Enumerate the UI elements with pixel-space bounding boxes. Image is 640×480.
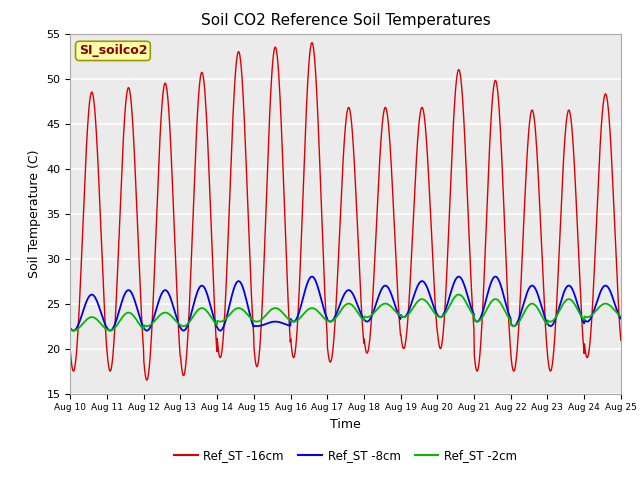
Ref_ST -8cm xyxy=(189,303,197,309)
Ref_ST -8cm xyxy=(67,325,74,331)
Ref_ST -2cm xyxy=(504,313,511,319)
Ref_ST -16cm xyxy=(67,349,74,355)
Ref_ST -16cm xyxy=(143,377,151,383)
Ref_ST -2cm xyxy=(552,314,560,320)
Line: Ref_ST -2cm: Ref_ST -2cm xyxy=(70,295,621,331)
Ref_ST -2cm xyxy=(67,327,74,333)
Legend: Ref_ST -16cm, Ref_ST -8cm, Ref_ST -2cm: Ref_ST -16cm, Ref_ST -8cm, Ref_ST -2cm xyxy=(169,444,522,467)
Ref_ST -8cm xyxy=(251,323,259,329)
Ref_ST -2cm xyxy=(189,313,197,319)
Ref_ST -2cm xyxy=(176,322,184,328)
X-axis label: Time: Time xyxy=(330,418,361,431)
Ref_ST -2cm xyxy=(455,292,463,298)
Ref_ST -2cm xyxy=(70,328,77,334)
Ref_ST -16cm xyxy=(308,40,316,46)
Ref_ST -16cm xyxy=(176,348,184,354)
Ref_ST -2cm xyxy=(617,313,625,319)
Ref_ST -8cm xyxy=(552,314,560,320)
Ref_ST -8cm xyxy=(70,328,77,334)
Text: SI_soilco2: SI_soilco2 xyxy=(79,44,147,58)
Ref_ST -8cm xyxy=(504,307,511,313)
Ref_ST -8cm xyxy=(617,314,625,320)
Ref_ST -16cm xyxy=(504,294,511,300)
Ref_ST -16cm xyxy=(189,209,197,215)
Y-axis label: Soil Temperature (C): Soil Temperature (C) xyxy=(28,149,41,278)
Ref_ST -16cm xyxy=(617,337,625,343)
Line: Ref_ST -8cm: Ref_ST -8cm xyxy=(70,276,621,331)
Ref_ST -8cm xyxy=(492,274,499,279)
Ref_ST -8cm xyxy=(176,324,184,329)
Line: Ref_ST -16cm: Ref_ST -16cm xyxy=(70,43,621,380)
Ref_ST -8cm xyxy=(431,308,439,313)
Ref_ST -16cm xyxy=(552,311,560,317)
Ref_ST -2cm xyxy=(431,311,439,317)
Ref_ST -16cm xyxy=(251,353,259,359)
Title: Soil CO2 Reference Soil Temperatures: Soil CO2 Reference Soil Temperatures xyxy=(201,13,490,28)
Ref_ST -16cm xyxy=(432,309,440,314)
Ref_ST -2cm xyxy=(251,318,259,324)
